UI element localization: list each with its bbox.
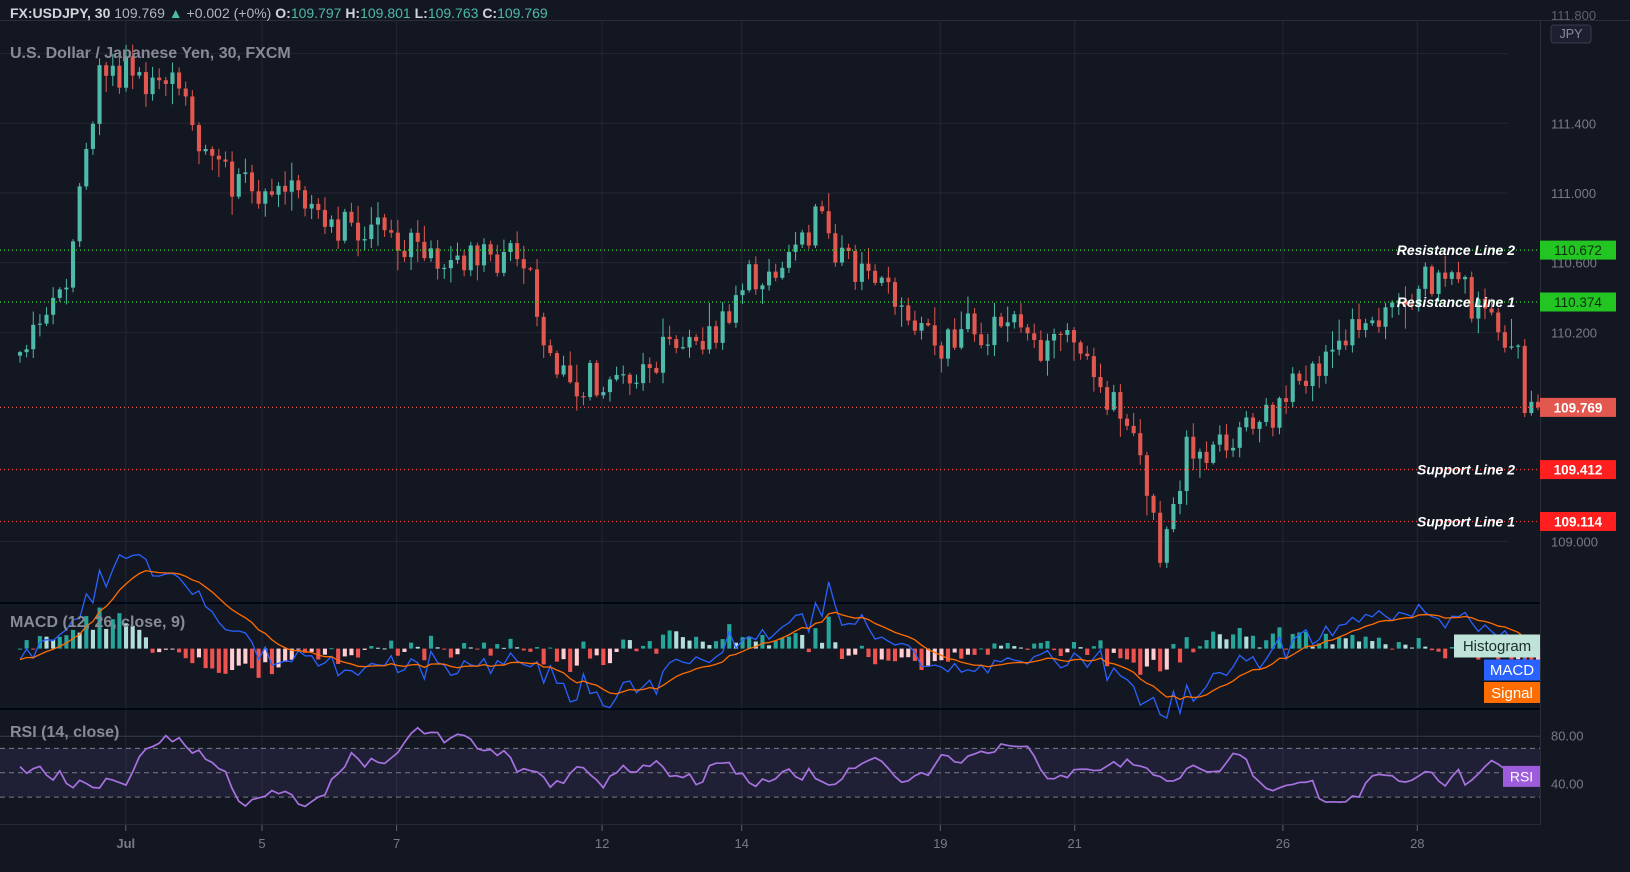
svg-text:12: 12 bbox=[595, 836, 609, 851]
svg-text:RSI: RSI bbox=[1510, 768, 1533, 784]
svg-text:MACD: MACD bbox=[1490, 662, 1534, 679]
svg-text:7: 7 bbox=[393, 836, 400, 851]
svg-text:14: 14 bbox=[734, 836, 748, 851]
svg-text:110.672: 110.672 bbox=[1554, 243, 1602, 258]
svg-text:19: 19 bbox=[933, 836, 947, 851]
svg-text:Resistance Line 2: Resistance Line 2 bbox=[1397, 242, 1515, 258]
svg-text:JPY: JPY bbox=[1560, 27, 1584, 41]
svg-text:40.00: 40.00 bbox=[1551, 777, 1584, 792]
svg-text:Resistance Line 1: Resistance Line 1 bbox=[1397, 294, 1515, 310]
svg-text:109.769: 109.769 bbox=[1554, 400, 1603, 415]
svg-text:5: 5 bbox=[258, 836, 265, 851]
svg-text:109.412: 109.412 bbox=[1554, 463, 1603, 478]
svg-text:111.800: 111.800 bbox=[1551, 8, 1596, 23]
svg-text:Jul: Jul bbox=[116, 836, 135, 851]
svg-text:Support Line 2: Support Line 2 bbox=[1417, 462, 1515, 478]
svg-text:110.374: 110.374 bbox=[1554, 295, 1602, 310]
svg-text:111.000: 111.000 bbox=[1551, 186, 1596, 201]
svg-text:109.114: 109.114 bbox=[1554, 514, 1603, 529]
svg-text:28: 28 bbox=[1410, 836, 1424, 851]
svg-text:110.200: 110.200 bbox=[1551, 325, 1597, 340]
svg-text:Signal: Signal bbox=[1491, 685, 1533, 702]
svg-text:Histogram: Histogram bbox=[1463, 638, 1531, 655]
svg-text:21: 21 bbox=[1067, 836, 1081, 851]
svg-text:111.400: 111.400 bbox=[1551, 116, 1596, 131]
svg-text:109.000: 109.000 bbox=[1551, 534, 1598, 549]
svg-text:Support Line 1: Support Line 1 bbox=[1417, 513, 1515, 529]
svg-text:26: 26 bbox=[1276, 836, 1290, 851]
svg-text:80.00: 80.00 bbox=[1551, 729, 1584, 744]
